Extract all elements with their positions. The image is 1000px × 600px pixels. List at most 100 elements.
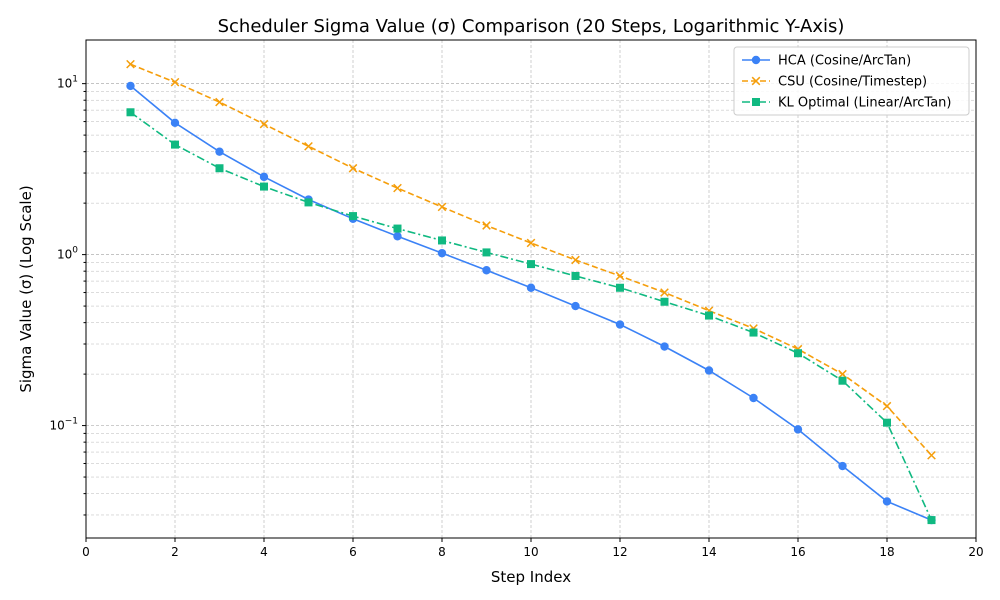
x-tick-label: 10 <box>523 545 538 559</box>
data-point <box>883 418 891 427</box>
data-point <box>616 283 624 292</box>
x-marker-stroke <box>482 221 491 230</box>
series-1 <box>126 81 936 525</box>
data-point <box>749 393 758 403</box>
data-point <box>571 255 580 265</box>
data-point <box>482 221 491 230</box>
data-point <box>171 140 179 149</box>
x-tick-label: 4 <box>260 545 268 559</box>
legend-marker <box>751 76 761 86</box>
x-tick-label: 2 <box>171 545 179 559</box>
data-point <box>882 497 892 506</box>
data-point <box>393 183 402 193</box>
legend-item: CSU (Cosine/Timestep) <box>742 75 927 90</box>
data-point <box>793 425 803 434</box>
legend-label: HCA (Cosine/ArcTan) <box>778 54 911 69</box>
data-point <box>838 376 847 385</box>
data-point <box>393 232 402 241</box>
data-point <box>704 366 714 375</box>
legend-label: KL Optimal (Linear/ArcTan) <box>778 96 952 111</box>
x-marker-stroke <box>526 238 536 248</box>
chart-title: Scheduler Sigma Value (σ) Comparison (20… <box>218 16 845 37</box>
data-point <box>705 311 713 320</box>
data-point <box>527 260 535 269</box>
axis-ticks: 0 2 4 6 8 10 12 14 16 18 20 101 100 10−1 <box>49 75 983 559</box>
x-tick-label: 0 <box>82 545 90 559</box>
data-point <box>259 172 269 182</box>
series-3 <box>126 108 936 525</box>
data-point <box>482 248 491 257</box>
x-marker-stroke <box>126 59 135 69</box>
data-point <box>259 119 269 129</box>
data-point <box>349 212 357 221</box>
data-point <box>927 516 936 525</box>
data-point <box>927 450 936 460</box>
x-marker-stroke <box>437 202 447 212</box>
x-marker-stroke <box>927 450 936 460</box>
data-point <box>170 118 180 128</box>
legend-label: CSU (Cosine/Timestep) <box>778 75 927 90</box>
data-point <box>304 198 313 207</box>
x-tick-label: 16 <box>790 545 805 559</box>
x-marker-stroke <box>660 288 669 297</box>
data-point <box>393 224 402 233</box>
data-point <box>526 238 536 248</box>
data-point <box>437 202 447 212</box>
x-marker-stroke <box>882 401 892 411</box>
data-point <box>571 301 580 311</box>
x-marker-stroke <box>259 119 269 129</box>
x-tick-label: 20 <box>968 545 983 559</box>
legend-box <box>733 46 970 116</box>
x-marker-stroke <box>393 183 402 193</box>
legend-item: KL Optimal (Linear/ArcTan) <box>742 96 952 111</box>
data-point <box>260 182 268 191</box>
y-tick-label: 101 <box>57 75 78 91</box>
data-point <box>660 288 669 297</box>
data-point <box>304 141 313 151</box>
y-axis-label: Sigma Value (σ) (Log Scale) <box>17 185 35 392</box>
data-point <box>437 248 447 258</box>
data-point <box>660 342 669 351</box>
data-point <box>794 349 802 358</box>
data-point <box>571 271 580 280</box>
x-axis-label: Step Index <box>491 568 571 586</box>
data-point <box>660 297 669 306</box>
data-point <box>348 163 358 173</box>
data-point <box>838 369 847 379</box>
data-point <box>215 97 224 107</box>
data-point <box>126 81 135 91</box>
x-tick-label: 8 <box>438 545 446 559</box>
data-point <box>526 283 536 292</box>
data-point <box>215 164 224 173</box>
data-point <box>749 328 758 337</box>
data-point <box>838 461 847 471</box>
x-tick-label: 6 <box>349 545 357 559</box>
x-marker-stroke <box>571 255 580 265</box>
data-point <box>482 266 491 275</box>
x-tick-label: 12 <box>612 545 627 559</box>
data-point <box>215 147 224 156</box>
series-layer <box>126 59 936 525</box>
x-marker-stroke <box>170 77 180 87</box>
legend-marker <box>751 55 761 65</box>
x-marker-stroke <box>348 163 358 173</box>
data-point <box>126 108 135 117</box>
x-marker-stroke <box>304 141 313 151</box>
y-tick-label: 10−1 <box>49 417 78 433</box>
data-point <box>438 236 446 245</box>
x-tick-label: 18 <box>879 545 894 559</box>
data-point <box>615 320 625 329</box>
data-point <box>170 77 180 87</box>
data-point <box>615 271 625 281</box>
y-tick-label: 100 <box>57 246 78 262</box>
legend-item: HCA (Cosine/ArcTan) <box>742 54 911 69</box>
x-marker-stroke <box>615 271 625 281</box>
data-point <box>126 59 135 69</box>
legend-marker <box>752 98 760 106</box>
data-point <box>882 401 892 411</box>
x-marker-stroke <box>838 369 847 379</box>
x-tick-label: 14 <box>701 545 716 559</box>
legend: HCA (Cosine/ArcTan) CSU (Cosine/Timestep)… <box>733 46 970 116</box>
x-marker-stroke <box>751 76 761 86</box>
